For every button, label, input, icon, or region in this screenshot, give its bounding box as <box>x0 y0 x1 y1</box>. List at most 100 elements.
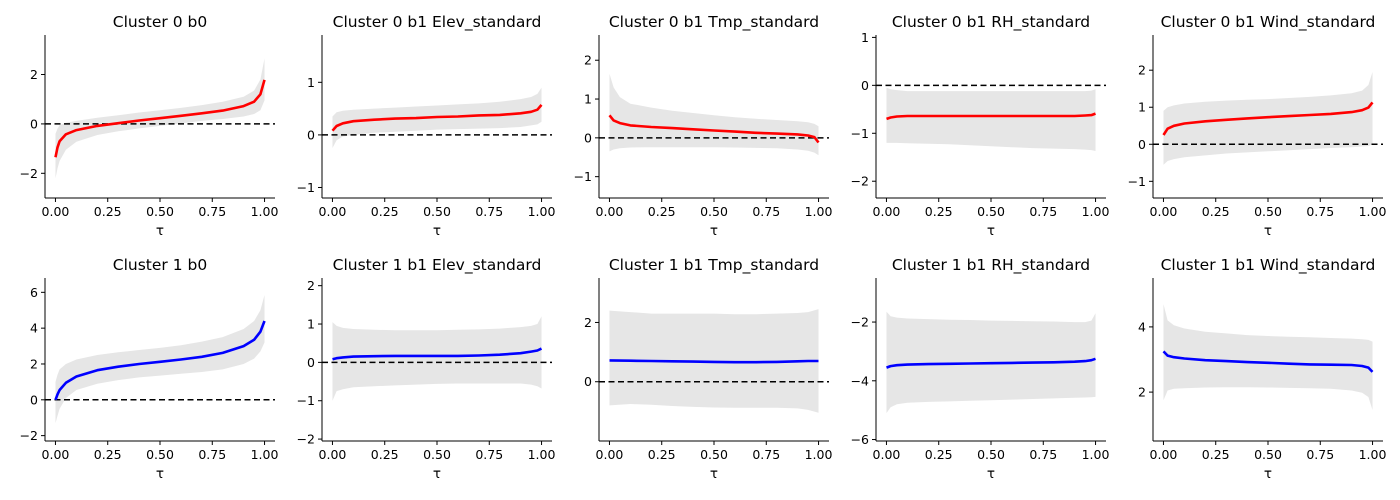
subplot-3: −2 −1 0 1 0.00 0.25 0.50 0.75 1.00 τ Cluster 0 b1 … <box>851 13 1110 239</box>
x-tick-label: 0.00 <box>596 204 624 219</box>
estimate-line <box>1162 350 1374 373</box>
subplot-4: −1 0 1 2 0.00 0.25 0.50 0.75 1.00 τ Cluster 0 b1 W… <box>1128 13 1387 239</box>
y-tick-label: 1 <box>584 92 592 107</box>
x-tick-label: 0.75 <box>752 204 780 219</box>
estimate-line <box>886 357 1096 369</box>
confidence-band <box>1163 304 1373 410</box>
x-tick-label: 0.25 <box>94 204 122 219</box>
subplot-9: 2 4 0.00 0.25 0.50 0.75 1.00 τ Cluster 1 b1 Wind… <box>1138 256 1386 482</box>
chart-title: Cluster 0 b1 Elev_standard <box>333 13 542 32</box>
chart-title: Cluster 0 b1 RH_standard <box>892 13 1090 32</box>
x-tick-label: 0.50 <box>977 447 1005 462</box>
y-tick-label: 0 <box>584 130 592 145</box>
y-tick-label: 0 <box>30 392 38 407</box>
estimate-line <box>331 104 543 132</box>
subplot-6: −2 −1 0 1 2 0.00 0.25 0.50 0.75 1.00 τ Cluster 1 b1… <box>297 256 556 482</box>
y-tick-label: 1 <box>1138 100 1146 115</box>
x-tick-label: 1.00 <box>1082 204 1110 219</box>
x-tick-label: 0.75 <box>198 447 226 462</box>
x-tick-label: 0.75 <box>475 204 503 219</box>
x-tick-label: 0.25 <box>648 204 676 219</box>
subplot-7: 0 2 0.00 0.25 0.50 0.75 1.00 τ Cluster 1 b1 Tmp_… <box>584 256 832 482</box>
y-tick-label: −2 <box>297 432 315 447</box>
x-tick-label: 1.00 <box>1359 204 1387 219</box>
x-tick-label: 1.00 <box>1082 447 1110 462</box>
confidence-band <box>55 295 265 424</box>
subplot-0: −2 0 2 0.00 0.25 0.50 0.75 1.00 τ Cluster 0 b0 <box>20 13 279 239</box>
y-tick-label: −2 <box>20 428 38 443</box>
chart-title: Cluster 0 b0 <box>113 13 207 31</box>
confidence-band <box>332 316 542 401</box>
y-tick-label: 2 <box>1138 63 1146 78</box>
y-tick-label: 2 <box>1138 385 1146 400</box>
x-tick-label: 1.00 <box>805 204 833 219</box>
x-tick-label: 0.50 <box>700 204 728 219</box>
y-tick-label: 1 <box>861 30 869 45</box>
x-tick-label: 0.25 <box>925 447 953 462</box>
x-tick-label: 1.00 <box>528 204 556 219</box>
y-tick-label: −1 <box>574 169 592 184</box>
estimate-line <box>54 79 266 158</box>
y-tick-label: 4 <box>30 321 38 336</box>
chart-title: Cluster 1 b1 Wind_standard <box>1161 256 1376 275</box>
x-tick-label: 0.25 <box>94 447 122 462</box>
x-axis-label: τ <box>433 466 441 482</box>
confidence-band <box>609 73 819 156</box>
subplot-1: −1 0 1 0.00 0.25 0.50 0.75 1.00 τ Cluster 0 b1 El… <box>297 13 556 239</box>
x-tick-label: 0.50 <box>146 447 174 462</box>
x-tick-label: 0.00 <box>873 204 901 219</box>
estimate-line <box>332 347 543 361</box>
chart-title: Cluster 0 b1 Wind_standard <box>1161 13 1376 32</box>
x-axis-label: τ <box>1264 223 1272 239</box>
y-tick-label: −6 <box>851 432 869 447</box>
y-tick-label: 0 <box>30 116 38 131</box>
x-tick-label: 0.75 <box>1029 204 1057 219</box>
x-axis-label: τ <box>710 223 718 239</box>
y-tick-label: −2 <box>851 174 869 189</box>
subplot-5: −2 0 2 4 6 0.00 0.25 0.50 0.75 1.00 τ Cluster 1 b0 <box>20 256 279 482</box>
y-tick-label: −2 <box>851 315 869 330</box>
y-tick-label: 0 <box>307 127 315 142</box>
x-tick-label: 0.50 <box>1254 204 1282 219</box>
y-tick-label: 0 <box>861 78 869 93</box>
x-tick-label: 0.25 <box>371 204 399 219</box>
subplot-2: −1 0 1 2 0.00 0.25 0.50 0.75 1.00 τ Cluster 0 b1 T… <box>574 13 833 239</box>
x-tick-label: 0.25 <box>1202 204 1230 219</box>
y-tick-label: 0 <box>307 355 315 370</box>
x-tick-label: 0.00 <box>873 447 901 462</box>
x-tick-label: 0.00 <box>319 204 347 219</box>
x-tick-label: 0.00 <box>42 447 70 462</box>
x-tick-label: 0.50 <box>423 204 451 219</box>
x-axis-label: τ <box>987 223 995 239</box>
x-tick-label: 1.00 <box>251 204 279 219</box>
x-tick-label: 0.00 <box>319 447 347 462</box>
x-tick-label: 0.50 <box>700 447 728 462</box>
subplot-8: −6 −4 −2 0.00 0.25 0.50 0.75 1.00 τ Cluster 1 b1 … <box>851 256 1110 482</box>
y-tick-label: 6 <box>30 285 38 300</box>
estimate-line <box>54 320 266 401</box>
chart-title: Cluster 1 b1 Tmp_standard <box>609 256 819 275</box>
y-tick-label: −1 <box>1128 174 1146 189</box>
y-tick-label: 0 <box>1138 137 1146 152</box>
chart-title: Cluster 1 b1 RH_standard <box>892 256 1090 275</box>
x-tick-label: 1.00 <box>1359 447 1387 462</box>
x-axis-label: τ <box>987 466 995 482</box>
x-tick-label: 1.00 <box>528 447 556 462</box>
y-tick-label: 2 <box>30 67 38 82</box>
y-tick-label: 1 <box>307 75 315 90</box>
x-tick-label: 0.00 <box>1150 447 1178 462</box>
y-tick-label: −1 <box>851 126 869 141</box>
x-tick-label: 0.25 <box>1202 447 1230 462</box>
x-tick-label: 0.75 <box>198 204 226 219</box>
x-tick-label: 0.00 <box>42 204 70 219</box>
x-tick-label: 0.75 <box>475 447 503 462</box>
x-axis-label: τ <box>156 223 164 239</box>
y-tick-label: −1 <box>297 393 315 408</box>
estimate-line <box>608 114 820 144</box>
y-tick-label: 2 <box>584 53 592 68</box>
x-tick-label: 0.75 <box>1306 447 1334 462</box>
x-tick-label: 0.50 <box>423 447 451 462</box>
y-tick-label: 1 <box>307 317 315 332</box>
x-tick-label: 0.00 <box>1150 204 1178 219</box>
y-tick-label: 2 <box>584 315 592 330</box>
